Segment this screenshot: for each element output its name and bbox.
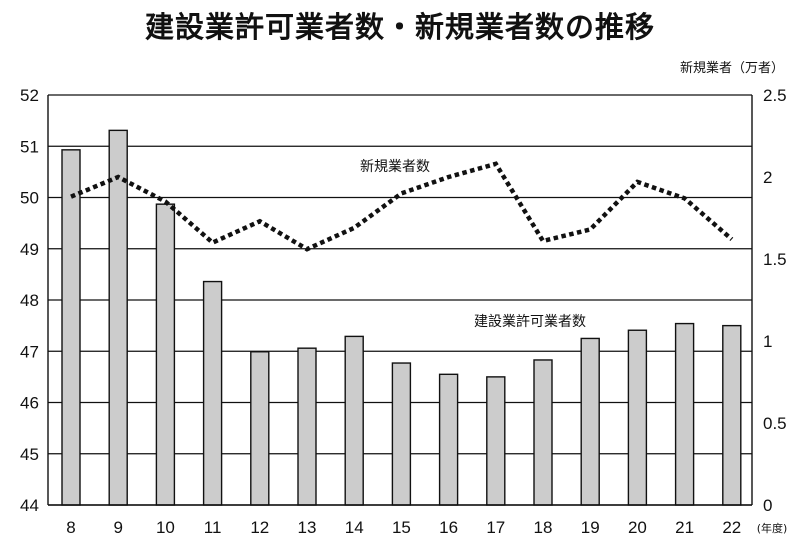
y-right-tick-label: 2.5 xyxy=(763,86,787,105)
axes xyxy=(47,95,753,506)
x-tick-label: 17 xyxy=(486,518,505,537)
y-left-tick-label: 51 xyxy=(20,137,39,156)
y-right-unit-label: 新規業者（万者） xyxy=(680,60,784,76)
y-left-tick-label: 52 xyxy=(20,86,39,105)
x-tick-label: 13 xyxy=(298,518,317,537)
bar xyxy=(391,362,412,506)
bar xyxy=(297,347,317,506)
x-tick-label: 14 xyxy=(345,518,364,537)
y-left-tick-label: 45 xyxy=(20,445,39,464)
line-series xyxy=(70,161,734,252)
x-tick-label: 21 xyxy=(675,518,694,537)
x-tick-label: 20 xyxy=(628,518,647,537)
x-tick-label: 10 xyxy=(156,518,175,537)
labels: 44 45 46 47 48 49 50 51 52 0 0.5 1 1.5 2 2.5 新規業者（万者） 8 9… xyxy=(20,60,787,537)
x-tick-label: 19 xyxy=(581,518,600,537)
bar xyxy=(155,203,176,506)
bar xyxy=(108,129,128,506)
line-series-path xyxy=(70,161,734,252)
y-right-tick-label: 0 xyxy=(763,496,772,515)
x-tick-label: 16 xyxy=(439,518,458,537)
y-right-tick-label: 2 xyxy=(763,168,772,187)
x-tick-label: 15 xyxy=(392,518,411,537)
y-right-tick-label: 1 xyxy=(763,332,772,351)
bar xyxy=(202,280,223,506)
x-unit-label: (年度) xyxy=(757,521,788,535)
y-left-tick-label: 47 xyxy=(20,342,39,361)
y-left-tick-label: 48 xyxy=(20,291,39,310)
y-left-tick-label: 44 xyxy=(20,496,39,515)
y-right-tick-label: 0.5 xyxy=(763,414,787,433)
x-tick-label: 22 xyxy=(722,518,741,537)
bar xyxy=(533,359,553,506)
chart-title: 建設業許可業者数・新規業者数の推移 xyxy=(144,10,655,44)
y-left-tick-label: 46 xyxy=(20,394,39,413)
bar xyxy=(61,149,81,506)
bar xyxy=(722,324,742,506)
x-tick-label: 11 xyxy=(204,518,222,537)
bar xyxy=(580,337,600,506)
x-tick-label: 8 xyxy=(66,518,75,537)
x-tick-label: 9 xyxy=(113,518,122,537)
bar xyxy=(438,373,459,506)
bar xyxy=(627,329,648,506)
bar xyxy=(674,322,695,506)
x-tick-label: 18 xyxy=(534,518,553,537)
series-label-new: 新規業者数 xyxy=(360,159,430,175)
y-left-tick-label: 50 xyxy=(20,189,39,208)
bars xyxy=(61,129,742,506)
series-label-licensed: 建設業許可業者数 xyxy=(474,314,586,330)
bar xyxy=(250,351,270,506)
y-right-tick-label: 1.5 xyxy=(763,250,787,269)
x-tick-label: 12 xyxy=(250,518,269,537)
y-left-tick-label: 49 xyxy=(20,240,39,259)
bar xyxy=(344,335,364,506)
bar xyxy=(486,376,506,506)
